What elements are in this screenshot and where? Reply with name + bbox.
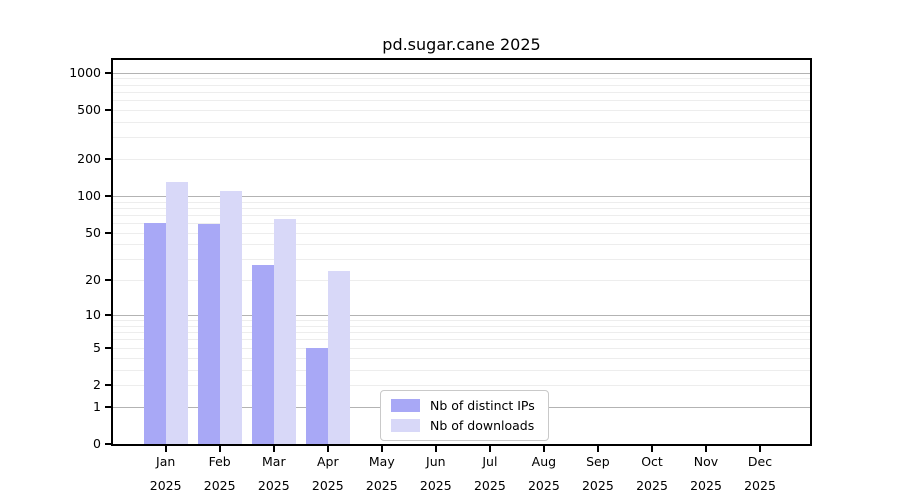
x-axis-label-apr: Apr 2025 <box>311 454 344 493</box>
gridline-y-60 <box>113 223 810 224</box>
bar-downloads-jan <box>165 181 188 444</box>
y-axis-label-1: 1 <box>93 398 101 414</box>
y-axis-tick <box>105 108 111 111</box>
x-axis-tick <box>326 446 329 452</box>
gridline-y-70 <box>113 214 810 216</box>
x-axis-tick <box>488 446 491 452</box>
gridline-y-3 <box>113 369 810 371</box>
bar-distinct-ips-jan <box>143 223 166 444</box>
bar-distinct-ips-feb <box>197 223 220 444</box>
x-axis-tick <box>705 446 707 452</box>
gridline-y-80 <box>113 207 810 209</box>
y-axis-tick <box>105 71 111 74</box>
gridline-y-8 <box>113 325 810 327</box>
gridline-y-200 <box>113 158 810 160</box>
gridline-y-10 <box>113 315 810 317</box>
gridline-y-40 <box>113 244 810 246</box>
x-axis-label-jan: Jan 2025 <box>149 454 182 493</box>
x-axis-tick <box>218 446 221 452</box>
x-axis-label-oct: Oct 2025 <box>636 454 668 493</box>
gridline-y-100 <box>113 195 810 197</box>
x-axis-label-sep: Sep 2025 <box>581 454 614 493</box>
x-axis-label-mar: Mar 2025 <box>257 454 290 493</box>
x-axis-label-jun: Jun 2025 <box>419 454 452 493</box>
y-axis-tick <box>105 157 111 160</box>
gridline-y-900 <box>113 78 810 80</box>
y-axis-label-1000: 1000 <box>69 64 101 80</box>
y-axis-tick <box>105 231 111 234</box>
y-axis-label-2: 2 <box>93 376 101 392</box>
legend-swatch-downloads <box>391 419 420 432</box>
gridline-y-50 <box>113 232 810 234</box>
legend-swatch-distinct-ips <box>391 399 420 412</box>
plot-area: Nb of distinct IPs Nb of downloads <box>111 58 812 446</box>
gridline-y-30 <box>113 259 810 261</box>
y-axis-label-500: 500 <box>77 101 101 117</box>
y-axis-label-20: 20 <box>85 272 101 288</box>
x-axis-label-aug: Aug 2025 <box>527 454 560 493</box>
x-axis-label-dec: Dec 2025 <box>744 454 776 493</box>
y-axis-label-0: 0 <box>93 436 101 451</box>
y-axis-label-200: 200 <box>77 150 101 166</box>
y-axis-label-50: 50 <box>85 224 101 240</box>
bar-distinct-ips-mar <box>251 264 274 444</box>
x-axis-label-jul: Jul 2025 <box>473 454 506 493</box>
bar-downloads-feb <box>219 190 242 444</box>
legend-item-distinct-ips: Nb of distinct IPs <box>391 398 535 413</box>
gridline-y-90 <box>113 201 810 203</box>
gridline-y-4 <box>113 357 810 359</box>
x-axis-label-nov: Nov 2025 <box>690 454 722 493</box>
gridline-y-500 <box>113 109 810 111</box>
x-axis-tick <box>542 446 545 452</box>
y-axis-tick <box>105 279 111 282</box>
y-axis-tick <box>105 346 111 349</box>
gridline-y-600 <box>113 100 810 101</box>
gridline-y-2 <box>113 384 810 386</box>
gridline-y-1000 <box>113 72 810 74</box>
x-axis-tick <box>164 446 167 452</box>
x-axis-tick <box>272 446 275 452</box>
x-axis-tick <box>651 446 653 452</box>
y-axis-tick <box>105 194 111 197</box>
x-axis-tick <box>380 446 383 452</box>
y-axis-tick <box>105 383 111 386</box>
x-axis-tick <box>596 446 599 452</box>
gridline-y-700 <box>113 91 810 93</box>
y-axis-label-5: 5 <box>93 339 101 355</box>
y-axis-tick <box>105 443 111 445</box>
x-axis-label-feb: Feb 2025 <box>203 454 236 493</box>
gridline-y-6 <box>113 339 810 341</box>
chart-title: pd.sugar.cane 2025 <box>382 35 541 54</box>
gridline-y-400 <box>113 121 810 123</box>
gridline-y-7 <box>113 332 810 334</box>
y-axis-label-10: 10 <box>85 307 101 323</box>
y-axis-tick <box>105 314 111 317</box>
x-axis-tick <box>759 446 761 452</box>
x-axis-label-may: May 2025 <box>365 454 398 493</box>
y-axis-label-100: 100 <box>77 187 101 203</box>
legend-label-downloads: Nb of downloads <box>430 418 535 433</box>
gridline-y-20 <box>113 280 810 282</box>
gridline-y-5 <box>113 347 810 349</box>
gridline-y-800 <box>113 84 810 86</box>
legend: Nb of distinct IPs Nb of downloads <box>380 390 549 441</box>
bar-downloads-apr <box>327 271 350 444</box>
bar-distinct-ips-apr <box>305 347 328 444</box>
gridline-y-9 <box>113 320 810 322</box>
legend-item-downloads: Nb of downloads <box>391 418 535 433</box>
bar-downloads-mar <box>273 218 296 444</box>
legend-label-distinct-ips: Nb of distinct IPs <box>430 398 535 413</box>
y-axis-tick <box>105 405 111 408</box>
x-axis-tick <box>434 446 437 452</box>
gridline-y-300 <box>113 137 810 139</box>
